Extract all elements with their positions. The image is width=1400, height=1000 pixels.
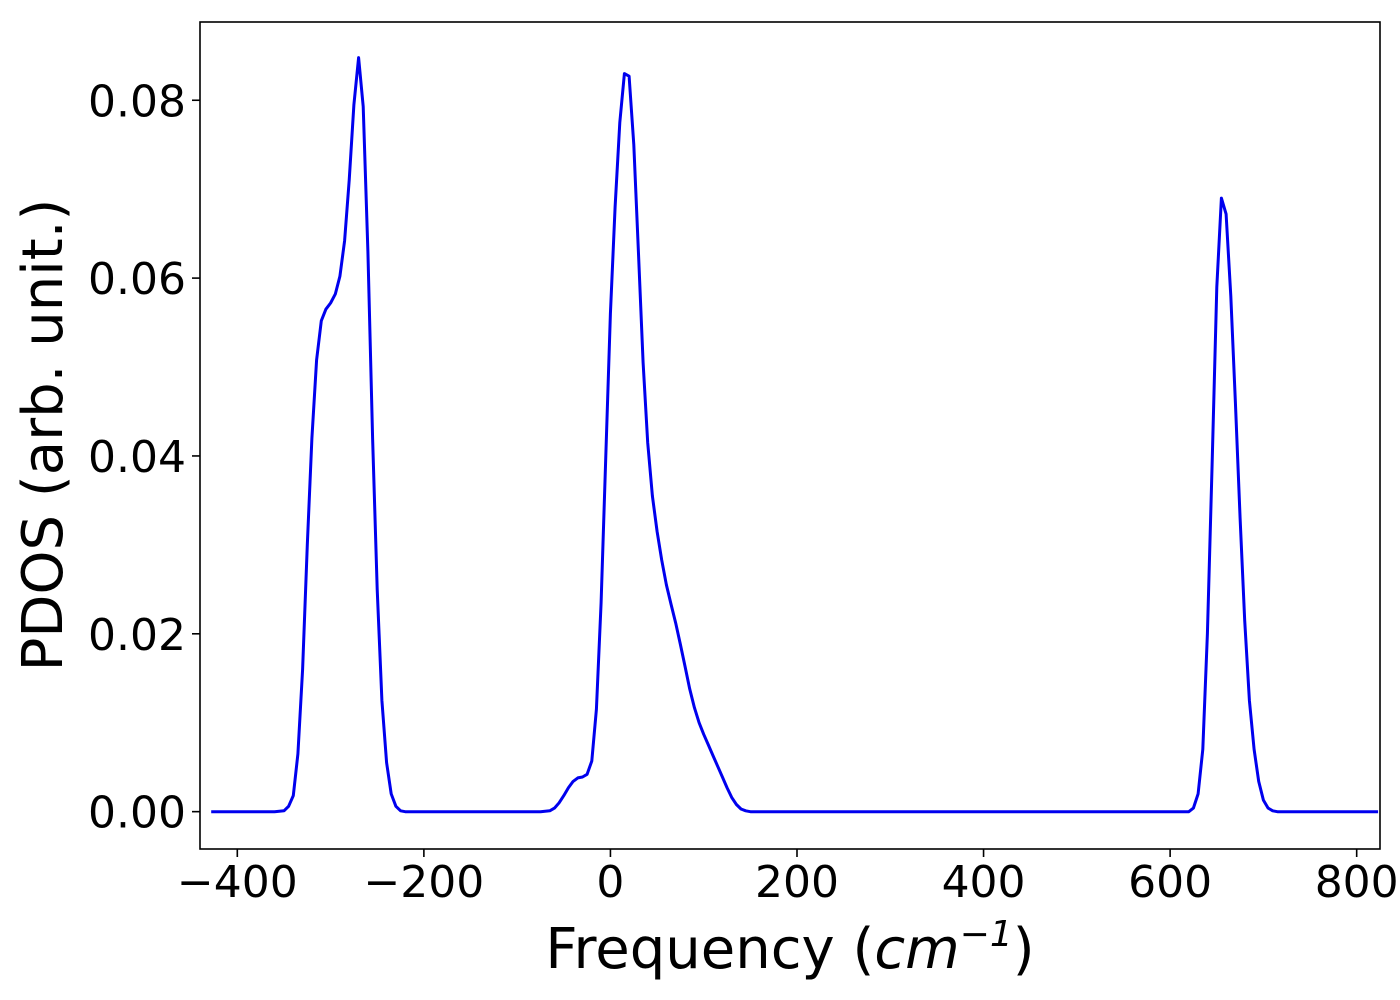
x-tick-label: 200 [755,857,839,908]
x-axis-title-exponent: −1 [960,914,1013,955]
y-tick-label: 0.06 [88,254,186,305]
x-tick-label: 400 [942,857,1026,908]
y-tick-label: 0.00 [88,788,186,839]
y-tick-label: 0.04 [88,432,186,483]
plot-frame [199,21,1381,850]
x-axis-title-close: ) [1013,917,1035,982]
x-axis-title-unit: cm [874,917,959,982]
y-axis-ticks: 0.00 0.02 0.04 0.06 0.08 [88,76,200,839]
x-tick-label: −200 [363,857,484,908]
y-tick-label: 0.08 [88,76,186,127]
x-axis-title: Frequency (cm−1) [545,914,1034,982]
y-tick-label: 0.02 [88,610,186,661]
pdos-series-line [211,56,1379,814]
x-axis-ticks: −400 −200 0 200 400 600 800 [177,849,1399,908]
series-lines [211,56,1379,814]
x-tick-label: 0 [596,857,624,908]
x-tick-label: 600 [1128,857,1212,908]
x-tick-label: 800 [1315,857,1399,908]
y-axis-title: PDOS (arb. unit.) [11,199,76,672]
x-tick-label: −400 [177,857,298,908]
